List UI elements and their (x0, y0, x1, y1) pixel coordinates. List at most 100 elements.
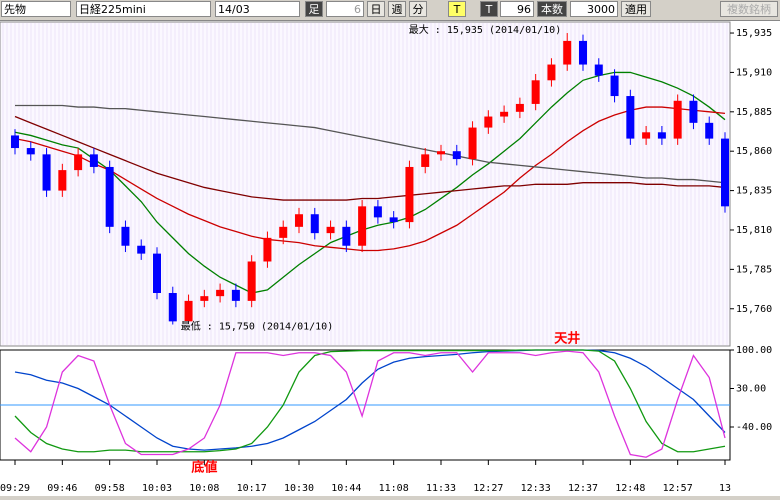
y-tick-label: 100.00 (736, 345, 772, 356)
bar-type-label: 足 (305, 1, 323, 17)
x-tick-label: 12:57 (663, 483, 693, 494)
candle-body (531, 80, 540, 104)
interval-field[interactable]: 96 (500, 1, 534, 17)
indicator-line (14, 106, 726, 252)
candle-body (105, 166, 114, 227)
candle-body (500, 111, 509, 117)
candle-body (121, 226, 130, 246)
x-tick-label: 10:44 (331, 483, 361, 494)
x-tick-label: 12:48 (615, 483, 645, 494)
candle-body (279, 226, 288, 238)
y-tick-label: 15,785 (736, 264, 772, 275)
y-tick-label: 15,835 (736, 186, 772, 197)
indicator-line (14, 349, 726, 453)
x-tick-label: 13 (719, 483, 731, 494)
week-button[interactable]: 週 (388, 1, 406, 17)
candle-body (563, 40, 572, 65)
candle-body (310, 214, 319, 234)
candle-body (168, 293, 177, 322)
x-tick-label: 09:46 (47, 483, 77, 494)
candle-body (11, 135, 19, 149)
candle-body (137, 245, 146, 254)
candle-body (705, 122, 714, 139)
candle-body (263, 237, 272, 262)
apply-button[interactable]: 適用 (621, 1, 651, 17)
y-tick-label: 15,935 (736, 28, 772, 39)
candle-body (231, 289, 240, 301)
x-tick-label: 12:37 (568, 483, 598, 494)
min-annotation: 最低 : 15,750 (2014/01/10) (181, 320, 333, 333)
day-button[interactable]: 日 (367, 1, 385, 17)
tick-button[interactable]: T (448, 1, 466, 17)
x-tick-label: 10:08 (189, 483, 219, 494)
toolbar: 先物 日経225mini 14/03 足 6 日 週 分 T T 96 本数 3… (0, 0, 780, 21)
candle-body (657, 132, 666, 139)
bottom-annotation: 底値 (191, 460, 217, 476)
price-panel (0, 21, 731, 347)
candle-body (295, 214, 303, 227)
x-tick-label: 10:03 (142, 483, 172, 494)
candle-body (452, 151, 461, 160)
x-tick-label: 10:17 (237, 483, 267, 494)
y-tick-label: 15,860 (736, 146, 772, 157)
count-field[interactable]: 6 (326, 1, 364, 17)
y-tick-label: 15,810 (736, 225, 772, 236)
y-tick-label: 15,760 (736, 304, 772, 315)
candle-body (547, 64, 556, 81)
t-label: T (480, 1, 498, 17)
candle-body (216, 289, 225, 297)
candle-body (579, 40, 587, 65)
candle-body (89, 154, 98, 167)
candle-body (437, 151, 445, 155)
candle-body (326, 226, 335, 234)
indicator-line (15, 104, 726, 184)
x-tick-label: 10:30 (284, 483, 314, 494)
indicator-line (14, 350, 726, 458)
bars-label: 本数 (537, 1, 567, 17)
candle-body (642, 132, 651, 139)
indicator-line (14, 71, 726, 294)
x-tick-label: 12:27 (473, 483, 503, 494)
x-tick-label: 11:33 (426, 483, 456, 494)
candle-body (184, 300, 193, 322)
x-tick-label: 11:08 (379, 483, 409, 494)
bottom-strip (0, 496, 780, 500)
candle-body (468, 127, 477, 160)
symbol-select[interactable]: 日経225mini (76, 1, 211, 17)
minute-button[interactable]: 分 (409, 1, 427, 17)
candle-body (58, 170, 67, 191)
candle-body (515, 103, 524, 112)
top-annotation: 天井 (554, 331, 580, 347)
bars-field[interactable]: 3000 (570, 1, 618, 17)
chart: 15,760 15,785 15,810 15,835 15,860 15,885 15,9… (0, 21, 780, 500)
max-annotation: 最大 : 15,935 (2014/01/10) (409, 23, 561, 36)
candle-body (594, 64, 603, 76)
candle-body (610, 75, 619, 97)
candle-body (200, 296, 209, 301)
x-tick-label: 09:58 (95, 483, 125, 494)
candle-body (342, 226, 351, 246)
x-tick-label: 09:29 (0, 483, 30, 494)
candle-body (484, 116, 493, 128)
candle-body (389, 217, 398, 223)
contract-select[interactable]: 14/03 (215, 1, 300, 17)
candle-body (42, 154, 51, 191)
market-select[interactable]: 先物 (1, 1, 71, 17)
candle-body (689, 100, 698, 123)
y-tick-label: 15,885 (736, 107, 772, 118)
indicator-line (14, 349, 726, 451)
candle-body (405, 166, 414, 223)
candle-body (153, 253, 161, 294)
candle-body (358, 206, 367, 246)
candle-body (421, 154, 430, 167)
multi-button[interactable]: 複数銘柄 (720, 1, 778, 17)
candle-body (26, 148, 35, 155)
y-tick-label: 15,910 (736, 67, 772, 78)
candle-body (626, 96, 635, 139)
candle-body (673, 100, 682, 139)
candle-body (721, 138, 729, 207)
candle-body (373, 206, 382, 218)
candle-body (247, 261, 256, 301)
y-tick-label: 30.00 (736, 384, 766, 395)
